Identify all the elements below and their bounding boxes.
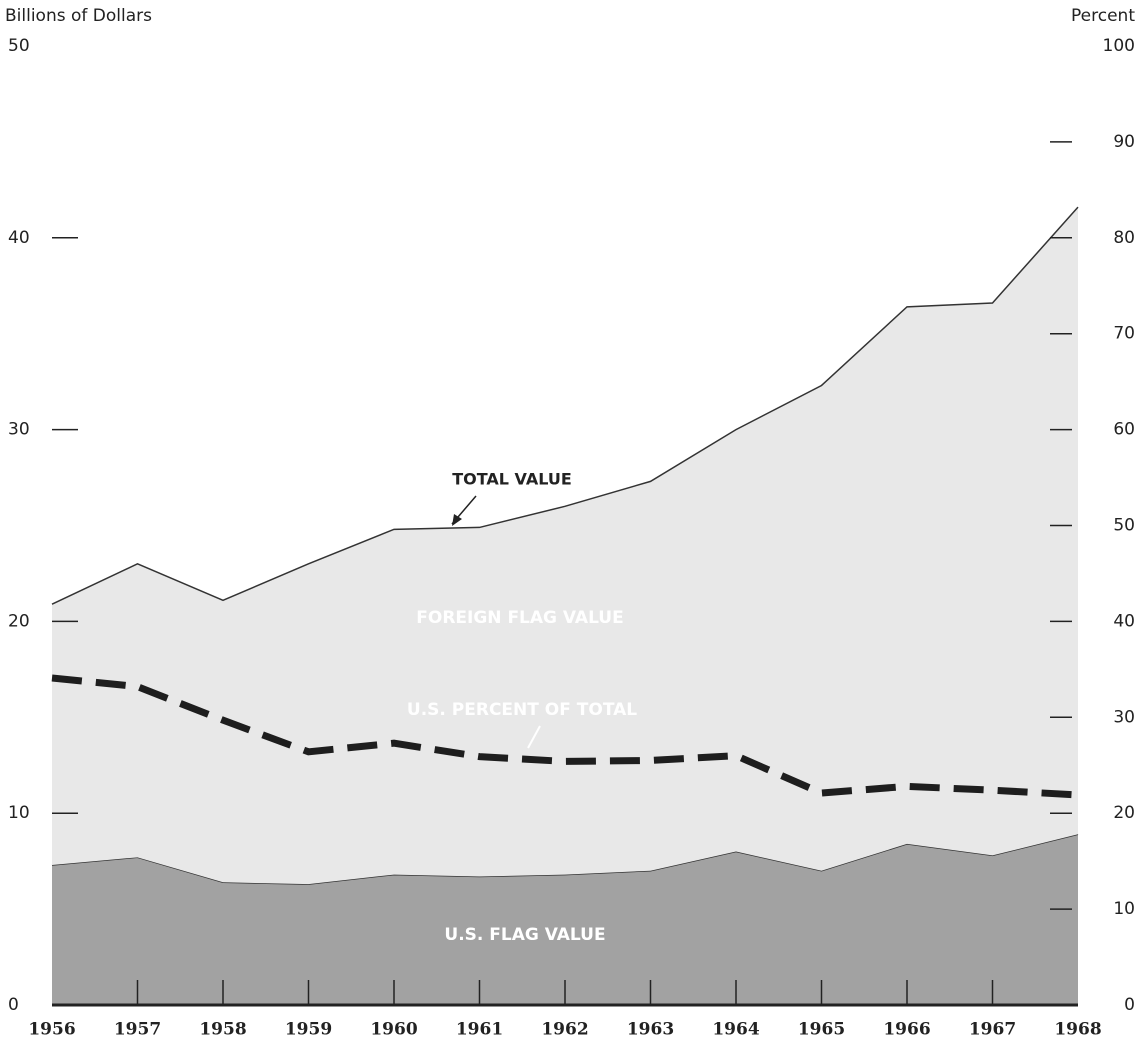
y2-tick-label: 40 [1113,611,1135,631]
y2-tick-label: 50 [1113,516,1135,536]
y-tick-label: 10 [8,803,30,823]
x-tick-label: 1960 [370,1020,417,1040]
x-tick-label: 1962 [541,1020,588,1040]
x-tick-label: 1964 [712,1020,759,1040]
x-tick-label: 1967 [969,1020,1016,1040]
y2-axis-label: Percent [1071,6,1135,26]
y2-tick-label: 70 [1113,324,1135,344]
x-tick-label: 1968 [1054,1020,1101,1040]
y2-tick-label: 80 [1113,228,1135,248]
area [52,207,1078,885]
area-edge [51,206,1079,605]
arrow-head [452,514,462,526]
y2-tick-label: 0 [1124,995,1135,1015]
area [52,834,1078,1005]
y2-tick-label: 20 [1113,803,1135,823]
y-axis-label: Billions of Dollars [5,6,152,26]
y-tick-label: 0 [8,995,19,1015]
y-tick-label: 50 [8,36,30,56]
x-tick-label: 1958 [199,1020,246,1040]
x-tick-label: 1961 [456,1020,503,1040]
y2-tick-label: 90 [1113,132,1135,152]
annotation: TOTAL VALUE [452,470,572,489]
arrow [527,725,541,749]
x-tick-label: 1963 [627,1020,674,1040]
x-tick-label: 1966 [883,1020,930,1040]
y-tick-label: 40 [8,228,30,248]
y-tick-label: 30 [8,420,30,440]
y2-tick-label: 100 [1103,36,1135,56]
line [51,674,1079,799]
x-tick-label: 1959 [285,1020,332,1040]
y2-tick-label: 10 [1113,899,1135,919]
x-tick-label: 1965 [798,1020,845,1040]
y2-tick-label: 60 [1113,420,1135,440]
y-tick-label: 20 [8,611,30,631]
x-tick-label: 1956 [28,1020,75,1040]
series-label: U.S. PERCENT OF TOTAL [407,700,637,720]
y2-tick-label: 30 [1113,707,1135,727]
series-label: U.S. FLAG VALUE [444,925,605,945]
x-tick-label: 1957 [114,1020,161,1040]
series-label: FOREIGN FLAG VALUE [416,608,623,628]
